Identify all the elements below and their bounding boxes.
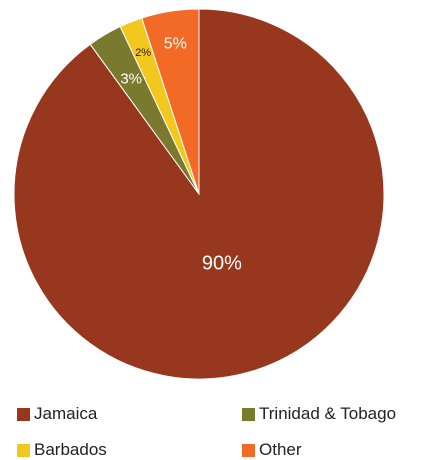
pie-slice-other xyxy=(141,8,200,195)
pie-data-labels: 90% 3% 2% 5% xyxy=(120,35,242,274)
pie-slices xyxy=(13,8,385,380)
data-label-jamaica: 90% xyxy=(202,253,242,275)
data-label-trinidad-tobago: 3% xyxy=(120,70,142,87)
data-label-other: 5% xyxy=(164,35,187,52)
data-label-barbados: 2% xyxy=(135,47,151,59)
